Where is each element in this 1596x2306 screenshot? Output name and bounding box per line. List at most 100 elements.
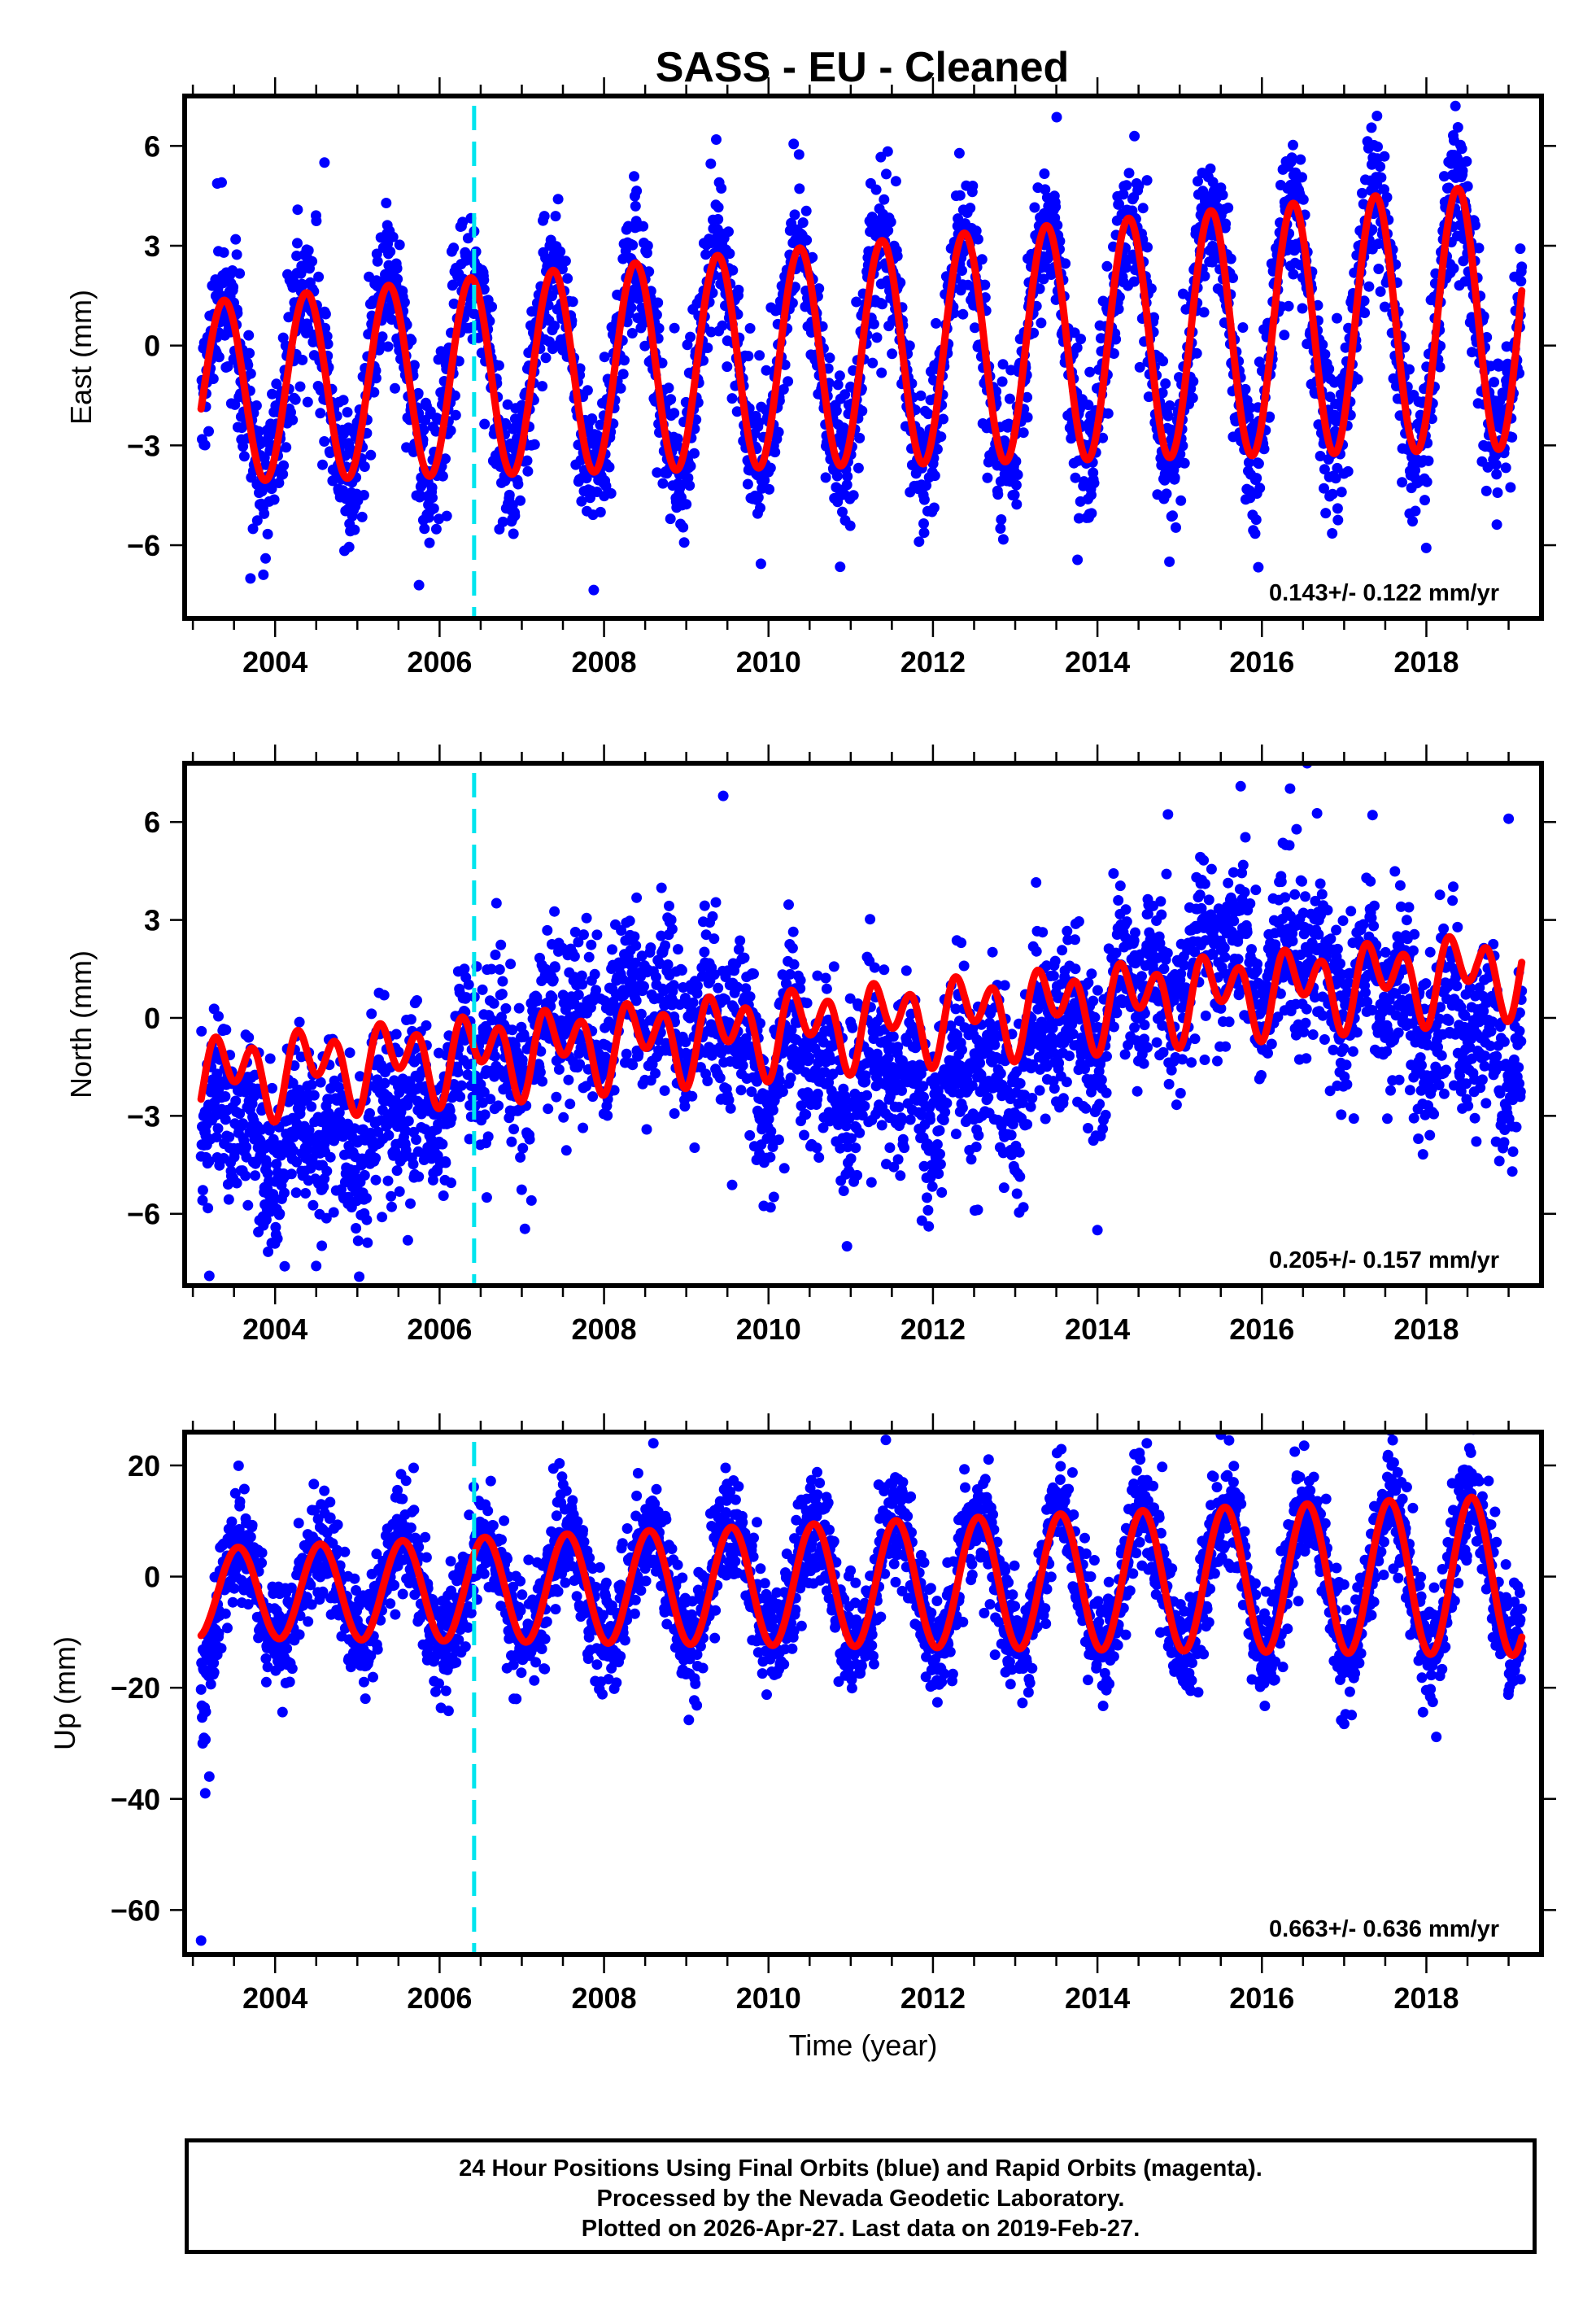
data-point <box>316 1240 328 1251</box>
data-point <box>1500 462 1511 474</box>
data-point <box>1022 391 1033 403</box>
data-point <box>965 203 976 214</box>
data-point <box>251 515 263 526</box>
data-point <box>281 442 292 453</box>
data-point <box>242 1199 254 1211</box>
data-point <box>722 361 733 373</box>
data-point <box>497 516 508 527</box>
data-point <box>778 384 789 395</box>
data-point <box>1473 242 1485 254</box>
data-point <box>705 158 717 169</box>
data-point <box>1379 151 1390 162</box>
data-point <box>1371 111 1383 121</box>
data-point <box>392 273 403 285</box>
data-point <box>315 385 326 396</box>
data-point <box>1448 263 1459 274</box>
data-point <box>496 989 508 1000</box>
data-point <box>440 1157 451 1168</box>
data-point <box>578 1122 589 1133</box>
data-point <box>362 1237 373 1248</box>
data-point <box>549 321 560 331</box>
data-point <box>1191 347 1202 359</box>
data-point <box>630 940 642 951</box>
data-point <box>588 584 600 596</box>
data-point <box>627 239 639 251</box>
data-point <box>685 461 696 472</box>
data-point <box>1034 283 1045 295</box>
data-point <box>1516 261 1528 273</box>
data-point <box>957 308 969 320</box>
data-point <box>982 472 993 483</box>
data-point <box>1279 330 1290 341</box>
data-point <box>403 1116 414 1127</box>
data-point <box>238 441 249 452</box>
chart-title: SASS - EU - Cleaned <box>656 44 1070 91</box>
data-point <box>356 511 368 522</box>
data-point <box>789 209 800 221</box>
data-point <box>243 1032 255 1043</box>
data-point <box>558 1112 569 1123</box>
data-point <box>1283 300 1294 312</box>
data-point <box>479 418 491 430</box>
data-point <box>242 360 254 371</box>
data-point <box>199 439 211 451</box>
data-point <box>234 268 246 279</box>
data-point <box>344 1047 355 1059</box>
data-point <box>599 352 610 363</box>
data-point <box>1010 456 1022 467</box>
data-point <box>549 906 560 917</box>
data-point <box>531 995 543 1007</box>
data-point <box>421 1020 432 1031</box>
data-point <box>685 331 696 343</box>
data-point <box>1193 176 1203 187</box>
data-point <box>1225 253 1236 264</box>
data-point <box>560 1145 572 1156</box>
data-point <box>1228 273 1238 283</box>
data-point <box>505 959 517 970</box>
data-point <box>1461 155 1472 167</box>
data-point <box>918 494 930 505</box>
data-point <box>739 952 750 963</box>
data-point <box>679 1101 691 1112</box>
data-point <box>972 234 983 245</box>
data-point <box>1515 243 1526 255</box>
data-point <box>669 408 680 419</box>
data-point <box>408 360 420 371</box>
data-point <box>770 447 781 458</box>
data-point <box>522 465 534 477</box>
data-point <box>307 1199 319 1211</box>
data-point <box>1264 411 1275 422</box>
data-point <box>212 1123 224 1134</box>
data-point <box>358 490 369 500</box>
data-point <box>1198 307 1210 318</box>
data-point <box>560 255 571 267</box>
data-point <box>413 1171 425 1182</box>
data-point <box>479 1109 491 1120</box>
data-point <box>1051 111 1062 123</box>
panel-east: 2004 2006 2008 2010 2012 2014 2016 2018−6−3036E… <box>64 77 1556 679</box>
data-point <box>394 1186 405 1197</box>
data-point <box>230 1095 242 1107</box>
data-point <box>665 915 677 925</box>
data-point <box>892 251 903 262</box>
data-point <box>587 1091 599 1103</box>
data-point <box>1330 473 1341 484</box>
data-point <box>515 1151 526 1163</box>
data-point <box>418 424 430 435</box>
data-point <box>1011 499 1023 510</box>
data-point <box>768 1191 779 1203</box>
data-point <box>938 413 948 425</box>
data-point <box>631 892 643 903</box>
data-point <box>260 552 271 564</box>
data-point <box>218 247 229 258</box>
data-point <box>935 431 947 443</box>
data-point <box>1142 242 1153 253</box>
data-point <box>370 373 382 384</box>
data-point <box>1164 400 1175 411</box>
data-point <box>1179 457 1190 469</box>
data-point <box>391 263 403 274</box>
data-point <box>220 1091 231 1102</box>
data-point <box>1237 322 1249 333</box>
data-point <box>313 271 325 282</box>
data-point <box>639 980 649 992</box>
